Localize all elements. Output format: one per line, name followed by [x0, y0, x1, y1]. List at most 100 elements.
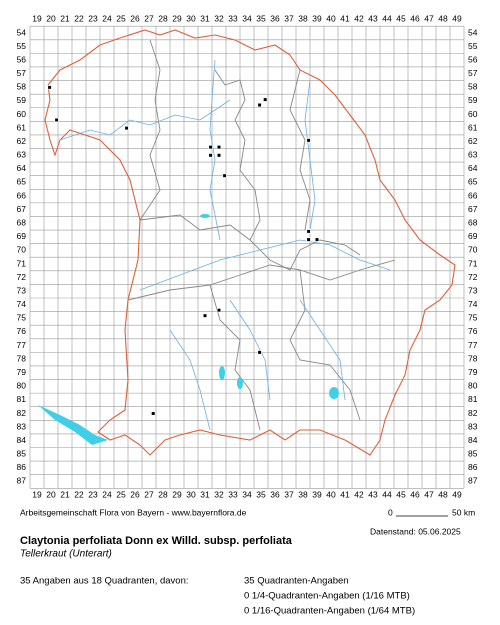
column-label: 23 [88, 13, 98, 23]
title: Claytonia perfoliata Donn ex Willd. subs… [20, 535, 293, 547]
row-label: 82 [17, 408, 27, 418]
column-label: 48 [438, 490, 448, 500]
date: Datenstand: 05.06.2025 [370, 526, 461, 536]
row-label: 73 [468, 285, 478, 295]
column-label: 25 [116, 490, 126, 500]
row-label: 81 [468, 394, 478, 404]
column-label: 38 [298, 13, 308, 23]
record [257, 102, 262, 108]
column-label: 47 [424, 490, 434, 500]
row-label: 58 [468, 82, 478, 92]
row-label: 87 [468, 476, 478, 486]
row-label: 63 [17, 150, 27, 160]
row-label: 54 [468, 27, 478, 37]
column-label: 30 [186, 13, 196, 23]
row-label: 67 [468, 204, 478, 214]
row-label: 62 [468, 136, 478, 146]
column-label: 30 [186, 490, 196, 500]
record [263, 97, 268, 102]
record [47, 85, 52, 90]
column-label: 40 [326, 490, 336, 500]
row-label: 69 [468, 231, 478, 241]
row-label: 63 [468, 150, 478, 160]
column-label: 21 [60, 13, 70, 23]
row-label: 80 [17, 381, 27, 391]
column-label: 31 [200, 13, 210, 23]
record [216, 153, 222, 158]
column-label: 49 [452, 13, 462, 23]
row-label: 83 [17, 421, 27, 431]
row-label: 69 [17, 231, 27, 241]
row-label: 71 [468, 258, 478, 268]
row-label: 79 [468, 367, 478, 377]
column-label: 31 [200, 490, 210, 500]
column-label: 36 [270, 13, 280, 23]
column-label: 34 [242, 490, 252, 500]
column-label: 49 [452, 490, 462, 500]
row-label: 61 [17, 122, 27, 132]
record [208, 153, 213, 158]
column-label: 22 [74, 490, 84, 500]
row-label: 55 [17, 41, 27, 51]
column-label: 43 [368, 13, 378, 23]
column-label: 35 [256, 490, 266, 500]
grid [29, 25, 465, 489]
detail: 0 1/16-Quadranten-Angaben (1/64 MTB) [244, 606, 415, 617]
row-label: 85 [17, 449, 27, 459]
record [306, 138, 311, 143]
row-label: 75 [17, 313, 27, 323]
row-label: 59 [468, 95, 478, 105]
column-label: 43 [368, 490, 378, 500]
row-label: 72 [17, 272, 27, 282]
record [54, 117, 59, 123]
column-label: 41 [340, 490, 350, 500]
rivers [59, 59, 391, 431]
column-label: 19 [32, 490, 42, 500]
row-label: 84 [468, 435, 478, 445]
column-label: 45 [396, 13, 406, 23]
column-label: 40 [326, 13, 336, 23]
column-label: 32 [214, 13, 224, 23]
column-label: 39 [312, 490, 322, 500]
column-label: 37 [284, 490, 294, 500]
row-label: 68 [468, 218, 478, 228]
record [208, 145, 213, 150]
column-label: 44 [382, 490, 392, 500]
row-label: 70 [468, 245, 478, 255]
column-label: 45 [396, 490, 406, 500]
row-label: 84 [17, 435, 27, 445]
row-label: 60 [468, 109, 478, 119]
row-label: 76 [468, 326, 478, 336]
row-label: 79 [17, 367, 27, 377]
column-label: 25 [116, 13, 126, 23]
row-label: 64 [17, 163, 27, 173]
row-label: 60 [17, 109, 27, 119]
column-label: 39 [312, 13, 322, 23]
row-label: 58 [17, 82, 27, 92]
column-label: 24 [102, 490, 112, 500]
row-label: 55 [468, 41, 478, 51]
row-label: 87 [17, 476, 27, 486]
row-label: 86 [468, 462, 478, 472]
row-label: 66 [468, 190, 478, 200]
column-label: 27 [144, 13, 154, 23]
row-label: 73 [17, 285, 27, 295]
row-label: 76 [17, 326, 27, 336]
column-label: 28 [158, 490, 168, 500]
row-label: 54 [17, 27, 27, 37]
column-label: 44 [382, 13, 392, 23]
record [216, 308, 222, 313]
column-label: 42 [354, 13, 364, 23]
column-label: 29 [172, 490, 182, 500]
detail: 35 Quadranten-Angaben [244, 576, 349, 587]
row-label: 82 [468, 408, 478, 418]
column-label: 22 [74, 13, 84, 23]
row-label: 74 [468, 299, 478, 309]
grid-labels: 19 19 20 20 21 21 22 22 23 23 24 24 25 25 26 26 27 27 28 28… [17, 13, 478, 499]
column-label: 29 [172, 13, 182, 23]
record [306, 237, 311, 242]
column-label: 26 [130, 490, 140, 500]
row-label: 72 [468, 272, 478, 282]
scale-end: 50 km [452, 507, 475, 517]
